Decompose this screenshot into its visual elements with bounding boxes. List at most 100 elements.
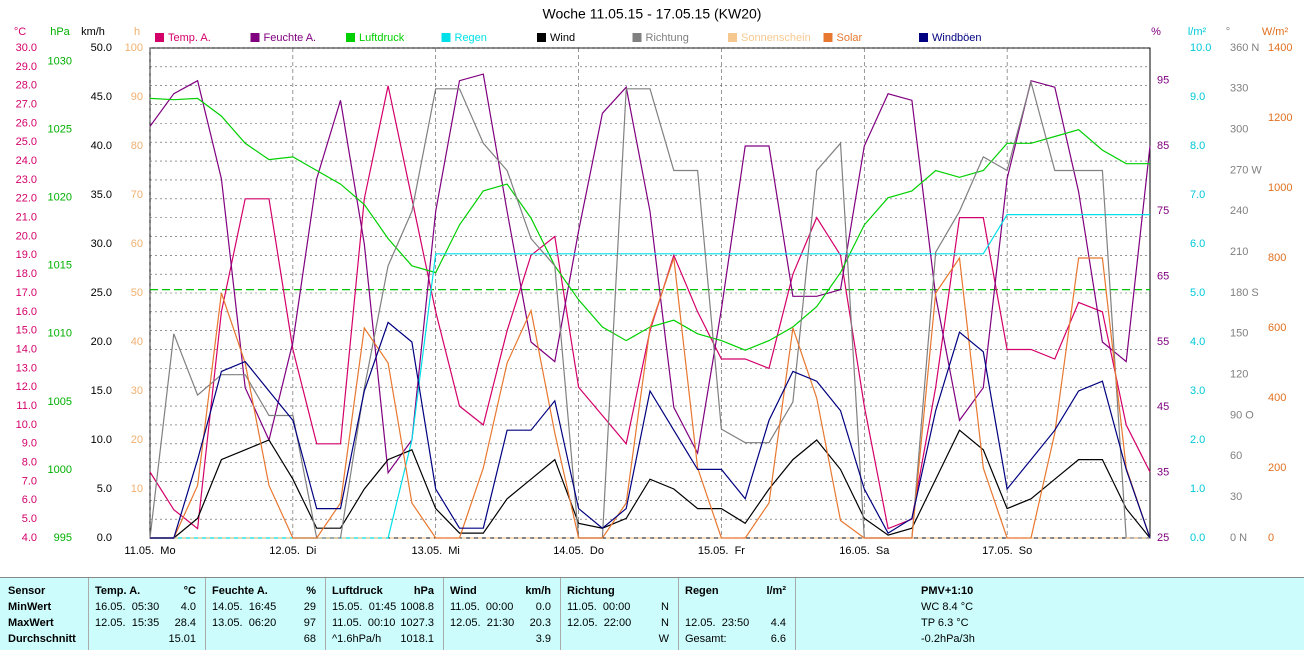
tick-label: 16.0	[16, 306, 37, 318]
table-group: Temp. A. °C 16.05. 05:30 4.0 12.05. 15:35 28.…	[88, 578, 206, 650]
series-line	[149, 73, 1151, 475]
legend-label: Regen	[455, 32, 487, 44]
legend-swatch	[155, 33, 164, 42]
group-unit: l/m²	[766, 585, 786, 597]
table-cell: 1027.3	[400, 617, 434, 629]
tick-label: 3.0	[1190, 385, 1205, 397]
legend-label: Windböen	[932, 32, 982, 44]
tick-label: 1200	[1268, 112, 1292, 124]
table-cell: 4.0	[180, 601, 196, 613]
tick-label: 0.0	[97, 532, 112, 544]
tick-label: 1020	[48, 192, 72, 204]
legend-swatch	[441, 33, 451, 42]
tick-label: 25.0	[91, 287, 112, 299]
tick-label: 150	[1230, 328, 1248, 340]
x-tick-label: 13.05. Mi	[412, 545, 460, 557]
legend-swatch	[346, 33, 355, 42]
legend-swatch	[823, 33, 833, 42]
chart-title: Woche 11.05.15 - 17.05.15 (KW20)	[543, 6, 762, 22]
table-cell: 11.05. 00:00	[450, 601, 514, 613]
tick-label: 5.0	[1190, 287, 1205, 299]
tick-label: 6.0	[1190, 238, 1205, 250]
tick-label: 9.0	[1190, 91, 1205, 103]
tick-label: 1030	[48, 56, 72, 68]
tick-label: 300	[1230, 124, 1248, 136]
legend-swatch	[919, 33, 928, 42]
legend-label: Luftdruck	[359, 32, 405, 44]
series-line	[150, 321, 1151, 539]
pmv-group: PMV+1:10 WC 8.4 °C TP 6.3 °C -0.2hPa/3h	[795, 578, 1304, 650]
tick-label: 1015	[48, 260, 72, 272]
tick-label: 6.0	[22, 494, 37, 506]
tick-label: 20.0	[16, 230, 37, 242]
table-cell: 16.05. 05:30	[95, 601, 160, 613]
tick-label: 1010	[48, 328, 72, 340]
tick-label: 995	[54, 532, 72, 544]
series-line	[150, 429, 1151, 539]
tick-label: 1005	[48, 396, 72, 408]
tick-label: 20	[131, 434, 143, 446]
axis-unit: °	[1226, 26, 1230, 38]
tick-label: 4.0	[22, 532, 37, 544]
tick-label: 1000	[1268, 182, 1292, 194]
legend-swatch	[632, 33, 642, 42]
tick-label: 200	[1268, 462, 1286, 474]
tick-label: 180 S	[1230, 287, 1259, 299]
tick-label: 120	[1230, 369, 1248, 381]
tick-label: 55	[1157, 336, 1169, 348]
tick-label: 27.0	[16, 98, 37, 110]
tick-label: 1400	[1268, 42, 1292, 54]
table-cell: 15.05. 01:45	[332, 601, 397, 613]
table-cell: N	[661, 601, 669, 613]
group-title: Wind	[450, 585, 477, 597]
table-group: Feuchte A.% 14.05. 16:45 29 13.05. 06:20 97 6…	[205, 578, 326, 650]
table-cell: 1018.1	[400, 633, 434, 645]
tick-label: 10.0	[16, 419, 37, 431]
tick-label: 35.0	[91, 189, 112, 201]
tick-label: 2.0	[1190, 434, 1205, 446]
tick-label: 17.0	[16, 287, 37, 299]
tick-label: 90	[131, 91, 143, 103]
axis-unit: hPa	[50, 26, 70, 38]
tick-label: 45	[1157, 401, 1169, 413]
group-title: Richtung	[567, 585, 615, 597]
group-title: Temp. A.	[95, 585, 141, 597]
tick-label: 30.0	[91, 238, 112, 250]
pmv-cell: -0.2hPa/3h	[921, 633, 975, 645]
axis-unit: °C	[14, 26, 26, 38]
axis-unit: W/m²	[1262, 26, 1289, 38]
tick-label: 24.0	[16, 155, 37, 167]
tick-label: 0 N	[1230, 532, 1247, 544]
table-group: Regen l/m² 12.05. 23:50 4.4 Gesamt: 6.6	[678, 578, 796, 650]
tick-label: 23.0	[16, 174, 37, 186]
tick-label: 28.0	[16, 80, 37, 92]
tick-label: 19.0	[16, 249, 37, 261]
tick-label: 11.0	[16, 400, 37, 412]
row-label: Durchschnitt	[8, 633, 76, 645]
tick-label: 40	[131, 336, 143, 348]
table-cell: 97	[303, 617, 316, 629]
table-cell: 6.6	[770, 633, 786, 645]
table-group: Luftdruck hPa 15.05. 01:45 1008.8 11.05. 00:…	[325, 578, 444, 650]
tick-label: 29.0	[16, 61, 37, 73]
tick-label: 40.0	[91, 140, 112, 152]
table-cell: 14.05. 16:45	[212, 601, 277, 613]
tick-label: 95	[1157, 75, 1169, 87]
tick-label: 70	[131, 189, 143, 201]
group-unit: hPa	[413, 585, 434, 597]
axis-unit: %	[1151, 26, 1161, 38]
x-tick-label: 15.05. Fr	[698, 545, 745, 557]
tick-label: 26.0	[16, 117, 37, 129]
table-cell: 13.05. 06:20	[212, 617, 277, 629]
axis-unit: km/h	[81, 26, 105, 38]
tick-label: 270 W	[1230, 164, 1262, 176]
tick-label: 14.0	[16, 343, 37, 355]
tick-label: 12.0	[16, 381, 37, 393]
table-cell: 3.9	[535, 633, 551, 645]
row-label: Sensor	[8, 585, 46, 597]
tick-label: 50	[131, 287, 143, 299]
table-cell: ^1.6hPa/h	[332, 633, 382, 645]
stats-table: Sensor MinWert MaxWert Durchschnitt Temp. A.…	[0, 577, 1304, 650]
tick-label: 800	[1268, 252, 1286, 264]
x-tick-label: 14.05. Do	[553, 545, 604, 557]
